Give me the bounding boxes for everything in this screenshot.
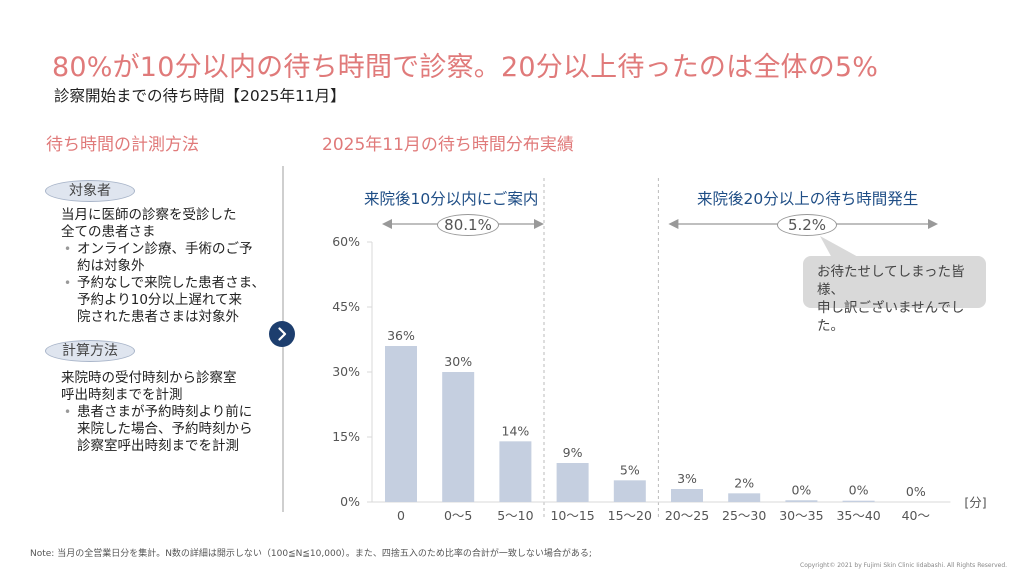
x-tick-label: 20〜25 [665,508,709,523]
x-tick-label: 30〜35 [779,508,823,523]
apology-line-1: お待たせしてしまった皆様、 [817,264,965,298]
target-description: 当月に医師の診察を受診した 全ての患者さま オンライン診療、手術のご予 約は対象… [61,207,276,326]
chart-labels: 36% 0 30% 0〜5 14% 5〜10 9% 10〜15 5% 15〜20 3% 20〜25 2%… [387,328,987,523]
x-tick-label: 35〜40 [836,508,880,523]
bar [613,480,646,502]
bullet-line: 予約なしで来院した患者さま、 [77,275,266,291]
bar [785,500,818,502]
bar-data-label: 2% [734,475,754,490]
bar [842,500,875,502]
bar [499,441,532,502]
target-lead-line-2: 全ての患者さま [61,224,156,240]
bar [671,489,703,502]
y-tick-label: 0% [340,494,360,509]
bar-data-label: 30% [444,354,472,369]
x-axis-unit-label: [分] [964,495,986,510]
bar-data-label: 3% [677,471,697,486]
bullet-line: 院された患者さまは対象外 [77,309,239,325]
y-tick-label: 45% [332,299,360,314]
chevron-right-icon [278,327,287,341]
bubble-tail [820,236,860,258]
apology-line-2: 申し訳ございませんでした。 [817,300,965,334]
bullet-line: 診察室呼出時刻までを計測 [77,438,239,454]
x-tick-label: 5〜10 [497,508,533,523]
copyright: Copyright© 2021 by Fujimi Skin Clinic Ii… [800,562,1008,569]
method-description: 来院時の受付時刻から診察室 呼出時刻までを計測 患者さまが予約時刻より前に 来院… [61,370,276,455]
x-tick-label: 0〜5 [444,508,472,523]
headline: 80%が10分以内の待ち時間で診察。20分以上待ったのは全体の5% [52,52,879,83]
over-20-arrow-left-arrowhead [668,219,679,229]
bar [385,346,417,502]
category-dividers [543,178,659,520]
within-10-arrow-right-arrowhead [534,219,544,229]
within-10-label: 来院後10分以内にご案内 [364,190,539,208]
bullet-item: オンライン診療、手術のご予 約は対象外 [61,241,276,275]
bullet-line: 約は対象外 [77,258,145,274]
over-20-arrow-right-arrowhead [928,219,938,229]
x-tick-label: 15〜20 [608,508,652,523]
pill-method: 計算方法 [45,340,135,362]
apology-bubble: お待たせしてしまった皆様、 申し訳ございませんでした。 [803,256,986,334]
target-lead-line-1: 当月に医師の診察を受診した [61,207,237,223]
within-10-value: 80.1% [437,214,499,236]
bar [442,372,475,502]
bullet-line: 患者さまが予約時刻より前に [77,404,253,420]
method-lead-line-2: 呼出時刻までを計測 [61,387,183,403]
bullet-line: 予約より10分以上遅れて来 [77,292,243,308]
bullet-item: 予約なしで来院した患者さま、 予約より10分以上遅れて来 院された患者さまは対象… [61,275,276,326]
y-tick-label: 15% [332,429,360,444]
target-bullet-list: オンライン診療、手術のご予 約は対象外 予約なしで来院した患者さま、 予約より1… [61,241,276,326]
method-lead-line-1: 来院時の受付時刻から診察室 [61,370,237,386]
x-tick-label: 10〜15 [550,508,594,523]
bar-data-label: 0% [849,483,869,498]
x-tick-label: 40〜 [902,508,930,523]
method-bullet-list: 患者さまが予約時刻より前に 来院した場合、予約時刻から 診察室呼出時刻までを計測 [61,404,276,455]
left-panel-title: 待ち時間の計測方法 [46,135,199,155]
bullet-line: オンライン診療、手術のご予 [77,241,253,257]
y-tick-label: 60% [332,234,360,249]
x-tick-label: 0 [397,508,405,523]
bar-data-label: 5% [620,462,640,477]
bar-data-label: 0% [791,482,811,497]
over-20-label: 来院後20分以上の待ち時間発生 [697,190,919,208]
bullet-item: 患者さまが予約時刻より前に 来院した場合、予約時刻から 診察室呼出時刻までを計測 [61,404,276,455]
pill-target: 対象者 [45,180,135,202]
chart-axes: 0% 15% 30% 45% 60% [332,234,951,509]
within-10-arrow-left-arrowhead [382,219,392,229]
bullet-line: 来院した場合、予約時刻から [77,421,253,437]
bar [728,493,761,502]
chart-bars [385,346,875,502]
subtitle: 診察開始までの待ち時間【2025年11月】 [54,87,346,105]
bar [556,463,589,502]
bar-data-label: 9% [563,445,583,460]
bar-data-label: 14% [502,423,530,438]
footnote: Note: 当月の全営業日分を集計。N数の詳細は開示しない（100≦N≦10,0… [30,549,592,559]
chart-title: 2025年11月の待ち時間分布実績 [322,135,574,155]
x-tick-label: 25〜30 [722,508,766,523]
over-20-value: 5.2% [777,214,837,236]
next-button[interactable] [269,321,295,347]
bar-data-label: 36% [387,328,415,343]
y-tick-label: 30% [332,364,360,379]
bar-data-label: 0% [906,484,926,499]
